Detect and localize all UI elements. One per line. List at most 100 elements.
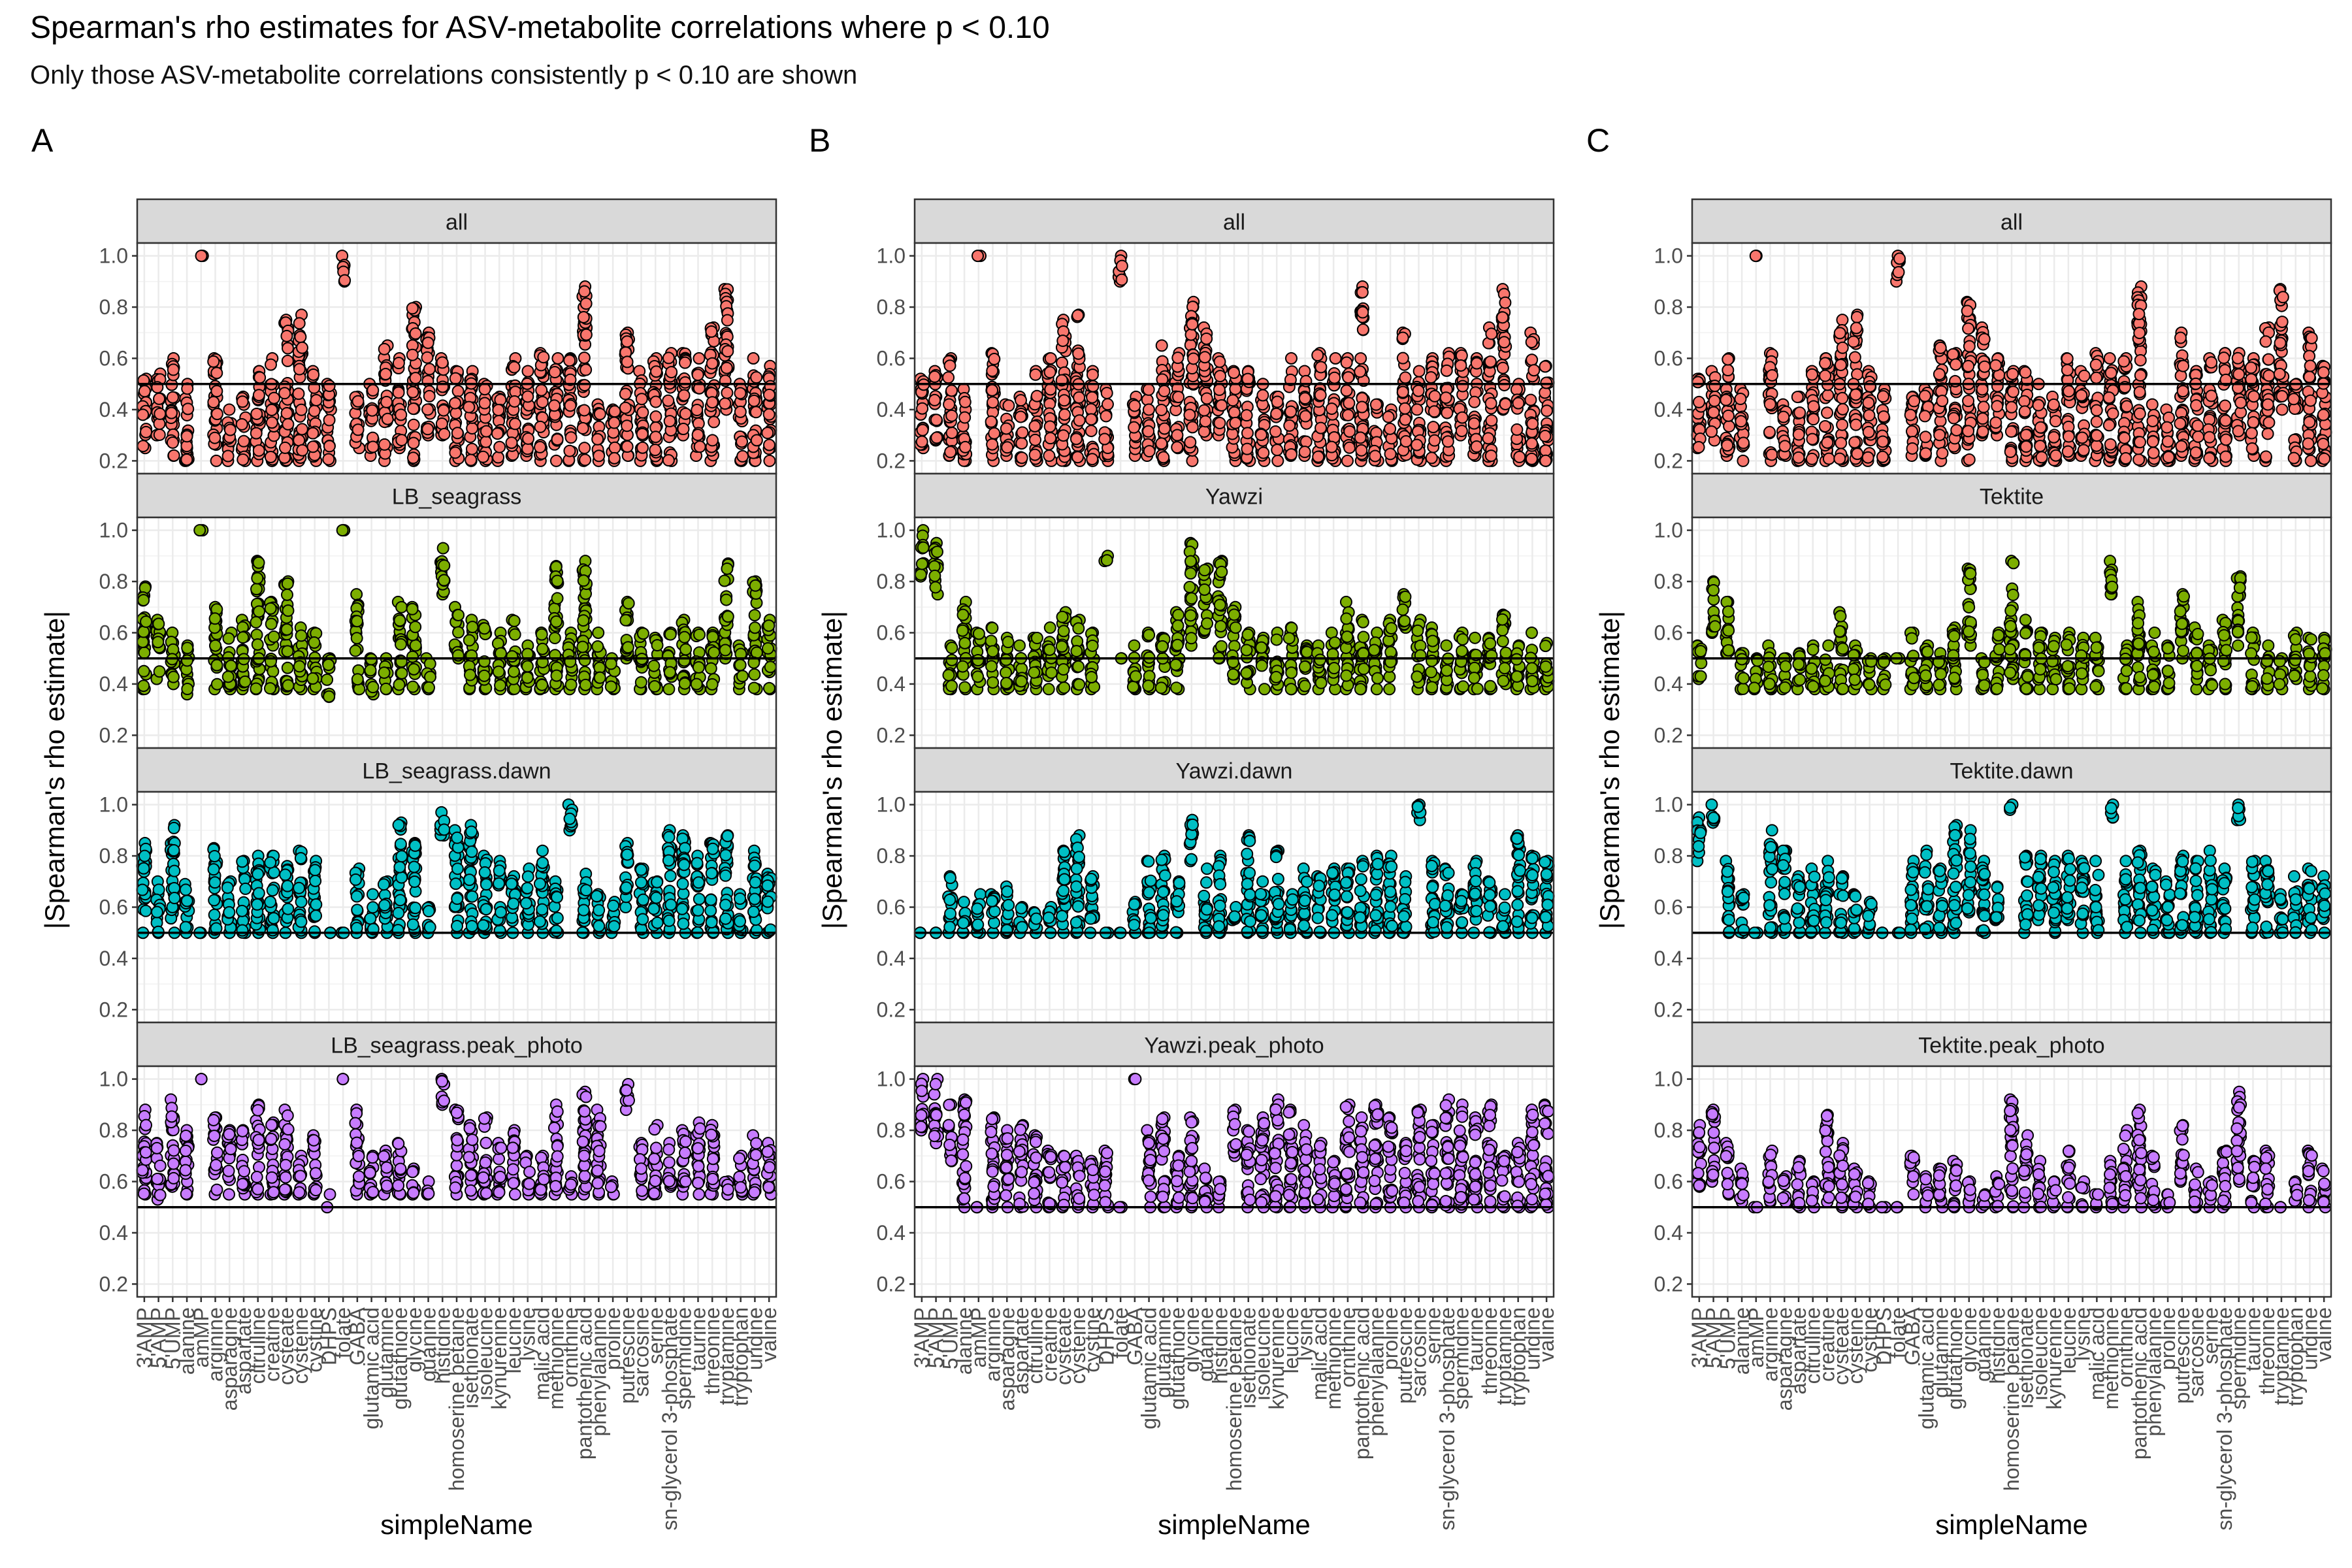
data-point — [593, 408, 606, 421]
data-point — [1043, 643, 1056, 656]
data-point — [523, 1177, 536, 1190]
data-point — [265, 1171, 278, 1184]
data-point — [734, 659, 747, 672]
data-point — [1015, 451, 1028, 465]
data-point — [264, 358, 277, 371]
data-point — [267, 391, 280, 404]
data-point — [438, 574, 451, 587]
data-point — [1271, 395, 1284, 408]
data-point — [1241, 427, 1254, 440]
data-point — [1085, 402, 1098, 416]
data-point — [678, 389, 691, 402]
data-point — [1298, 392, 1311, 405]
data-point — [250, 583, 263, 596]
data-point — [278, 1137, 291, 1151]
data-point — [578, 1105, 591, 1118]
data-point — [721, 345, 734, 358]
data-point — [721, 386, 734, 399]
data-point — [1085, 425, 1098, 438]
data-point — [956, 624, 969, 637]
data-point — [649, 410, 662, 423]
data-point — [521, 881, 534, 894]
data-point — [153, 392, 166, 405]
data-point — [593, 904, 606, 917]
data-point — [958, 681, 972, 694]
y-tick-label: 0.8 — [99, 570, 128, 593]
data-point — [986, 365, 999, 378]
data-point — [608, 441, 621, 454]
data-point — [392, 357, 405, 370]
data-point — [736, 670, 749, 683]
data-point — [1142, 425, 1155, 438]
data-point — [929, 581, 942, 594]
data-point — [664, 870, 677, 883]
data-point — [279, 1158, 292, 1171]
data-point — [1183, 408, 1196, 421]
data-point — [608, 451, 621, 465]
data-point — [395, 871, 408, 884]
data-point — [137, 1187, 150, 1200]
data-point — [749, 621, 762, 634]
data-point — [691, 404, 704, 417]
data-point — [636, 441, 649, 454]
data-point — [636, 913, 649, 926]
data-point — [309, 874, 322, 887]
data-point — [1428, 434, 1441, 447]
data-point — [578, 285, 591, 298]
data-point — [621, 335, 634, 348]
data-point — [733, 1152, 746, 1165]
y-tick-label: 1.0 — [877, 244, 906, 268]
data-point — [1369, 398, 1382, 411]
data-point — [265, 1119, 278, 1132]
data-point — [236, 1124, 249, 1137]
data-point — [506, 1163, 519, 1176]
data-point — [265, 404, 278, 417]
data-point — [636, 406, 649, 419]
data-point — [1029, 433, 1042, 446]
data-point — [323, 380, 336, 393]
data-point — [761, 895, 774, 908]
data-point — [662, 830, 676, 843]
data-point — [423, 670, 436, 683]
data-point — [264, 856, 277, 869]
data-point — [986, 621, 999, 634]
data-point — [1085, 413, 1098, 426]
data-point — [1086, 380, 1100, 393]
data-point — [649, 395, 662, 408]
data-point — [253, 605, 266, 618]
data-point — [593, 1145, 606, 1158]
data-point — [1128, 421, 1141, 434]
data-point — [1200, 392, 1213, 405]
data-point — [153, 428, 166, 441]
data-point — [436, 1075, 449, 1088]
data-point — [421, 351, 434, 364]
data-point — [450, 1106, 463, 1119]
data-point — [1015, 394, 1028, 407]
data-point — [619, 613, 632, 627]
y-tick-label: 0.2 — [877, 449, 906, 472]
data-point — [408, 860, 421, 874]
data-point — [463, 668, 476, 681]
data-point — [1283, 419, 1296, 432]
data-point — [1158, 385, 1171, 398]
data-point — [379, 368, 392, 381]
data-point — [165, 406, 178, 419]
x-axis-label: simpleName — [380, 1509, 532, 1540]
data-point — [1356, 286, 1369, 299]
data-point — [391, 924, 404, 937]
data-point — [619, 401, 632, 414]
data-point — [210, 1158, 223, 1171]
data-point — [1343, 397, 1356, 410]
data-point — [917, 541, 930, 554]
data-point — [536, 844, 549, 857]
data-point — [140, 425, 153, 438]
data-point — [621, 641, 634, 654]
data-point — [136, 883, 149, 896]
data-point — [252, 556, 265, 569]
data-point — [1142, 403, 1155, 416]
data-point — [221, 881, 234, 894]
data-point — [1356, 400, 1369, 414]
data-point — [310, 909, 323, 923]
data-point — [662, 454, 675, 467]
